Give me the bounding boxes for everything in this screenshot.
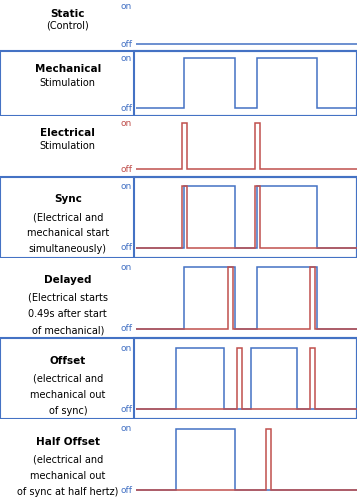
- Text: off: off: [120, 104, 132, 113]
- Text: mechanical out: mechanical out: [30, 471, 106, 481]
- Text: Stimulation: Stimulation: [40, 78, 96, 88]
- Text: off: off: [120, 165, 132, 174]
- Text: mechanical start: mechanical start: [27, 228, 109, 238]
- Text: 0.49s after start: 0.49s after start: [29, 309, 107, 319]
- Text: on: on: [121, 182, 132, 191]
- Text: Offset: Offset: [50, 356, 86, 366]
- Text: (Control): (Control): [46, 20, 89, 30]
- Text: of mechanical): of mechanical): [32, 326, 104, 336]
- Text: Half Offset: Half Offset: [36, 437, 100, 447]
- Text: on: on: [121, 119, 132, 128]
- Text: of sync at half hertz): of sync at half hertz): [17, 487, 119, 497]
- Text: Delayed: Delayed: [44, 275, 92, 285]
- Text: Sync: Sync: [54, 194, 82, 204]
- Text: simultaneously): simultaneously): [29, 244, 107, 254]
- Text: off: off: [120, 405, 132, 414]
- Text: of sync): of sync): [49, 406, 87, 416]
- Text: (Electrical and: (Electrical and: [32, 212, 103, 222]
- Text: (electrical and: (electrical and: [33, 454, 103, 464]
- Text: on: on: [121, 54, 132, 63]
- Text: Mechanical: Mechanical: [35, 64, 101, 74]
- Text: Stimulation: Stimulation: [40, 142, 96, 152]
- Text: off: off: [120, 324, 132, 333]
- Text: off: off: [120, 40, 132, 49]
- Text: on: on: [121, 424, 132, 434]
- Text: off: off: [120, 486, 132, 495]
- Text: on: on: [121, 344, 132, 352]
- Text: on: on: [121, 263, 132, 272]
- Text: (Electrical starts: (Electrical starts: [28, 293, 108, 303]
- Text: (electrical and: (electrical and: [33, 374, 103, 384]
- Text: Static: Static: [51, 9, 85, 19]
- Text: Electrical: Electrical: [40, 128, 95, 138]
- Text: off: off: [120, 244, 132, 252]
- Text: on: on: [121, 2, 132, 11]
- Text: mechanical out: mechanical out: [30, 390, 106, 400]
